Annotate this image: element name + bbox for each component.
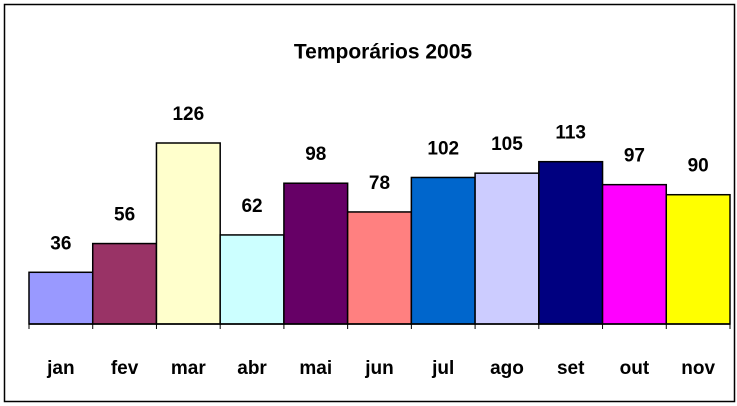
data-label: 98 (305, 144, 326, 165)
x-tick-label: mar (171, 358, 206, 379)
data-label: 97 (624, 146, 645, 167)
x-tick-label: ago (490, 358, 524, 379)
data-label: 90 (688, 156, 709, 177)
x-tick-label: abr (237, 358, 267, 379)
chart-title: Temporários 2005 (294, 41, 473, 64)
x-tick-label: mai (299, 358, 332, 379)
bar (283, 182, 349, 325)
bar (155, 142, 221, 325)
x-tick-label: jul (431, 358, 454, 379)
data-label: 78 (369, 173, 390, 194)
bar (91, 242, 158, 325)
bar (538, 160, 604, 325)
data-label: 113 (555, 123, 586, 144)
bar (346, 211, 413, 325)
x-tick-label: nov (681, 358, 715, 379)
bar (601, 183, 668, 325)
data-label: 62 (241, 196, 262, 217)
data-label: 56 (114, 205, 135, 226)
bar (474, 172, 540, 325)
x-tick-label: out (620, 358, 650, 379)
bar (665, 193, 731, 325)
x-tick-label: set (557, 358, 585, 379)
x-tick-label: fev (111, 358, 139, 379)
data-label: 105 (491, 134, 523, 155)
data-label: 126 (172, 104, 204, 125)
x-tick-label: jan (46, 358, 74, 379)
bar (410, 176, 476, 325)
x-tick-label: jun (364, 358, 394, 379)
bar (28, 271, 94, 325)
data-label: 36 (50, 233, 71, 254)
bar (219, 234, 285, 325)
data-label: 102 (427, 138, 459, 159)
